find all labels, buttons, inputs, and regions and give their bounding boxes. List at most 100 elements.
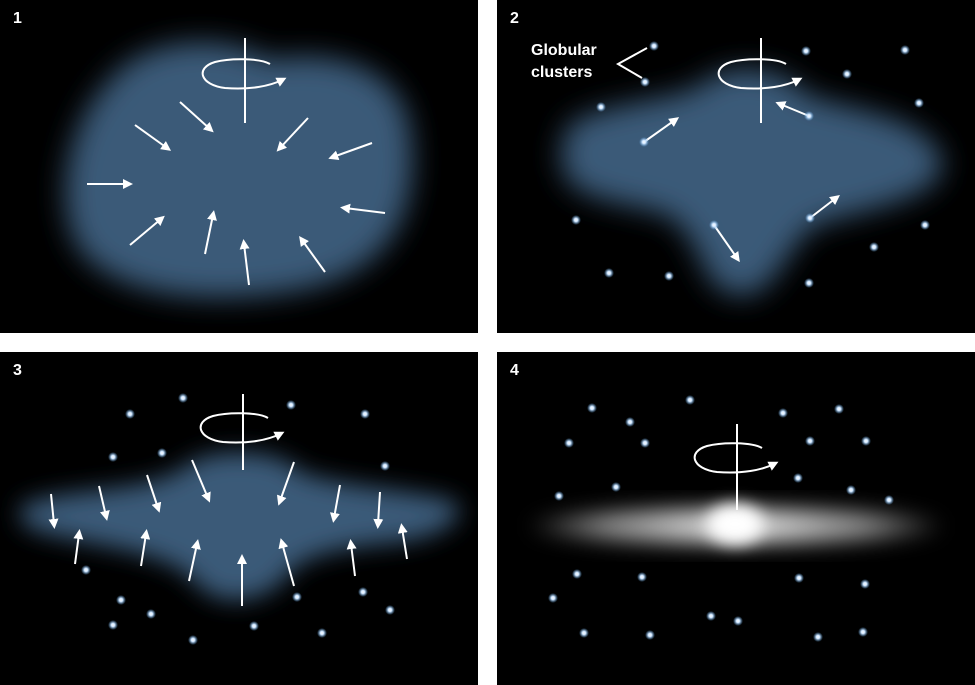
globular-cluster [81, 565, 91, 575]
motion-arrow [775, 101, 810, 117]
infall-arrow [299, 235, 326, 273]
globular-cluster [805, 436, 815, 446]
globular-cluster [125, 409, 135, 419]
cluster-motion-arrows [643, 101, 840, 263]
collapse-arrow [146, 474, 162, 513]
globular-cluster [920, 220, 930, 230]
panel-number: 3 [13, 362, 22, 379]
panel-1: 1 [0, 0, 478, 333]
rotation-axis [717, 38, 803, 123]
infall-arrow [134, 124, 172, 151]
globular-cluster [793, 473, 803, 483]
infall-arrow [276, 117, 309, 152]
globular-cluster [108, 452, 118, 462]
collapse-arrow [276, 461, 295, 506]
globular-cluster [869, 242, 879, 252]
gas-cloud [19, 452, 459, 601]
globular-cluster [317, 628, 327, 638]
globular-cluster [572, 569, 582, 579]
globular-cluster [706, 611, 716, 621]
panel-1-diagram [65, 38, 413, 298]
collapse-arrow [329, 484, 341, 523]
infall-arrow [179, 101, 214, 133]
collapse-arrow [397, 523, 408, 560]
infall-arrow [340, 203, 386, 214]
panel-number: 1 [13, 10, 22, 27]
globular-cluster [178, 393, 188, 403]
globular-cluster [640, 77, 650, 87]
collapse-arrow [346, 539, 357, 577]
globular-cluster [564, 438, 574, 448]
globular-cluster [286, 400, 296, 410]
globular-cluster [587, 403, 597, 413]
globular-cluster [884, 495, 894, 505]
globular-cluster [664, 271, 674, 281]
globular-cluster [625, 417, 635, 427]
globular-cluster [801, 46, 811, 56]
globular-cluster [645, 630, 655, 640]
globular-cluster [637, 572, 647, 582]
motion-arrow [643, 117, 680, 143]
collapse-arrow [373, 491, 384, 529]
panel-number: 2 [510, 10, 519, 27]
globular-cluster [649, 41, 659, 51]
panel-3-diagram [19, 393, 459, 645]
globular-cluster [604, 268, 614, 278]
globular-cluster [188, 635, 198, 645]
motion-arrow [713, 224, 740, 263]
globular-cluster [861, 436, 871, 446]
globular-cluster [385, 605, 395, 615]
globular-cluster [858, 627, 868, 637]
collapse-arrow [191, 459, 211, 503]
panel-2: 2 Globular clusters [497, 0, 975, 333]
globular-cluster [709, 220, 719, 230]
globular-cluster [860, 579, 870, 589]
globular-cluster [639, 137, 649, 147]
collapse-arrow [278, 538, 295, 587]
rotation-axis [199, 394, 285, 470]
globular-cluster [846, 485, 856, 495]
globular-cluster [794, 573, 804, 583]
globular-cluster [842, 69, 852, 79]
collapse-arrow [188, 539, 201, 582]
globular-cluster [804, 111, 814, 121]
globular-cluster [834, 404, 844, 414]
globular-clusters [548, 395, 894, 642]
globular-cluster [640, 438, 650, 448]
globular-cluster [813, 632, 823, 642]
globular-cluster [146, 609, 156, 619]
collapse-arrow [73, 529, 84, 565]
globular-clusters-label: Globular clusters [531, 40, 597, 84]
globular-cluster [900, 45, 910, 55]
globular-clusters [81, 393, 395, 645]
label-line: Globular [531, 42, 597, 59]
globular-cluster [733, 616, 743, 626]
infall-arrow [328, 142, 373, 161]
central-bulge [707, 504, 763, 544]
collapse-arrow [48, 493, 59, 529]
panel-2-diagram [561, 38, 943, 296]
collapse-arrow [98, 485, 110, 521]
panel-3: 3 [0, 352, 478, 685]
collapse-arrows [48, 459, 408, 606]
globular-cluster [108, 620, 118, 630]
globular-cluster [804, 278, 814, 288]
globular-cluster [358, 587, 368, 597]
globular-cluster [596, 102, 606, 112]
rotation-axis [693, 424, 779, 510]
gas-cloud [561, 69, 943, 296]
globular-cluster [548, 593, 558, 603]
globular-clusters [571, 41, 930, 288]
globular-cluster [554, 491, 564, 501]
infall-arrow [204, 210, 217, 255]
gas-cloud [65, 42, 413, 298]
panel-4: 4 [497, 352, 975, 685]
globular-cluster [360, 409, 370, 419]
motion-arrow [809, 194, 840, 219]
globular-cluster [157, 448, 167, 458]
globular-cluster [579, 628, 589, 638]
infall-arrow [129, 215, 165, 246]
globular-cluster [611, 482, 621, 492]
label-pointer [615, 47, 648, 79]
panel-4-diagram [526, 395, 946, 642]
